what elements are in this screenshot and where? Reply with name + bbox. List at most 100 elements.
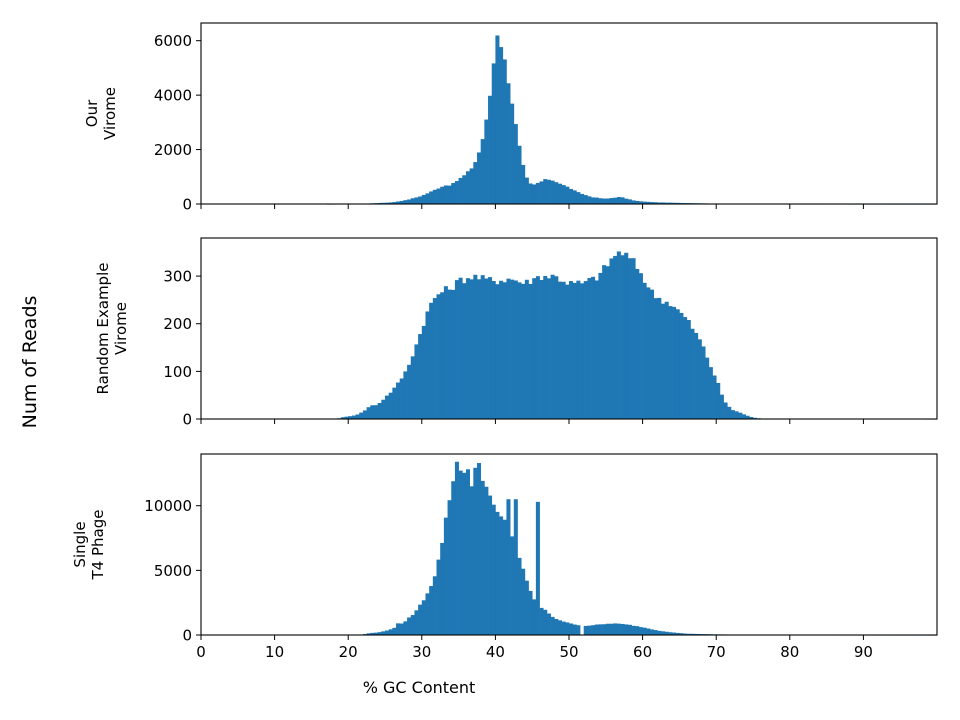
histogram-bar [753, 417, 758, 419]
histogram-bar [491, 504, 496, 635]
y-tick-label: 6000 [154, 32, 192, 50]
histogram-bar [697, 339, 702, 419]
histogram-bar [524, 279, 529, 419]
histogram-bar [675, 632, 680, 635]
histogram-bar [392, 387, 397, 419]
histogram-bar [436, 188, 441, 204]
histogram-bar [462, 283, 467, 419]
histogram-bar [550, 616, 555, 635]
histogram-bar [683, 633, 688, 635]
y-tick-label: 10000 [144, 497, 192, 515]
histogram-bar [624, 198, 629, 204]
histogram-bar [598, 272, 603, 419]
histogram-bar [528, 590, 533, 635]
histogram-bar [473, 162, 478, 204]
histogram-bar [646, 201, 651, 204]
histogram-bar [557, 183, 562, 204]
histogram-bar [649, 629, 654, 635]
x-tick-label: 20 [339, 643, 358, 661]
histogram-bar [620, 623, 625, 635]
histogram-bar [510, 536, 515, 635]
histogram-bar [388, 202, 393, 204]
histogram-bar [627, 199, 632, 204]
histogram-bar [679, 633, 684, 635]
histogram-bar [458, 277, 463, 419]
panel-ylabel: SingleT4 Phage [71, 510, 107, 581]
histogram-bar [638, 273, 643, 419]
histogram-bar [429, 191, 434, 204]
histogram-bar [362, 410, 367, 419]
y-tick-label: 100 [163, 363, 192, 381]
histogram-bar [429, 586, 434, 635]
histogram-bar [569, 623, 574, 635]
histogram-bar [653, 298, 658, 419]
x-tick-label: 50 [559, 643, 578, 661]
histogram-bar [425, 311, 430, 419]
histogram-bar [366, 407, 371, 419]
histogram-bar [616, 251, 621, 419]
histogram-bar [473, 467, 478, 635]
histogram-bar [480, 275, 485, 419]
histogram-bar [635, 268, 640, 419]
histogram-bar [557, 620, 562, 635]
histogram-bar [407, 199, 412, 204]
histogram-bar [499, 280, 504, 419]
histogram-bar [443, 286, 448, 419]
histogram-bar [359, 412, 364, 419]
histogram-bar [351, 415, 356, 419]
y-tick-label: 4000 [154, 87, 192, 105]
histogram-bar [484, 278, 489, 419]
histogram-bar [583, 195, 588, 204]
histogram-bar [381, 399, 386, 419]
histogram-bar [605, 266, 610, 419]
histogram-bar [477, 279, 482, 419]
histogram-bar [543, 276, 548, 419]
x-tick-label: 70 [707, 643, 726, 661]
histogram-bar [521, 568, 526, 635]
histogram-bar [451, 481, 456, 635]
histogram-bar [587, 196, 592, 204]
histogram-bar [377, 403, 382, 419]
histogram-bar [377, 632, 382, 635]
histogram-bar [539, 280, 544, 419]
histogram-bar [546, 179, 551, 204]
histogram-bar [554, 276, 559, 419]
histogram-bar [373, 632, 378, 635]
x-tick-label: 90 [854, 643, 873, 661]
histogram-bar [488, 495, 493, 635]
histogram-bar [499, 516, 504, 635]
histogram-bar [627, 624, 632, 635]
histogram-bar [708, 367, 713, 419]
histogram-bar [403, 621, 408, 635]
histogram-bar [624, 624, 629, 635]
histogram-bar [510, 279, 515, 419]
histogram-bar [465, 278, 470, 419]
histogram-bar [495, 511, 500, 635]
histogram-bar [690, 328, 695, 419]
histogram-bar [403, 200, 408, 204]
histogram-bar [672, 632, 677, 635]
histogram-bar [495, 284, 500, 419]
histogram-bar [602, 198, 607, 204]
histogram-bar [675, 202, 680, 204]
histogram-bar [399, 378, 404, 419]
y-tick-label: 0 [182, 196, 192, 214]
histogram-bar [594, 624, 599, 635]
histogram-bar [616, 197, 621, 204]
histogram-bar [561, 621, 566, 635]
histogram-bar [484, 119, 489, 204]
histogram-bar [396, 623, 401, 635]
histogram-bar [572, 624, 577, 635]
histogram-bar [730, 410, 735, 419]
histogram-bar [528, 183, 533, 204]
histogram-bar [432, 189, 437, 204]
histogram-bar [749, 417, 754, 419]
histogram-bar [609, 623, 614, 635]
histogram-bar [458, 470, 463, 635]
histogram-bar [546, 613, 551, 635]
histogram-bar [532, 278, 537, 419]
histogram-bar [539, 607, 544, 635]
histogram-bar [683, 317, 688, 419]
histogram-bar [631, 625, 636, 635]
histogram-bar [477, 152, 482, 204]
